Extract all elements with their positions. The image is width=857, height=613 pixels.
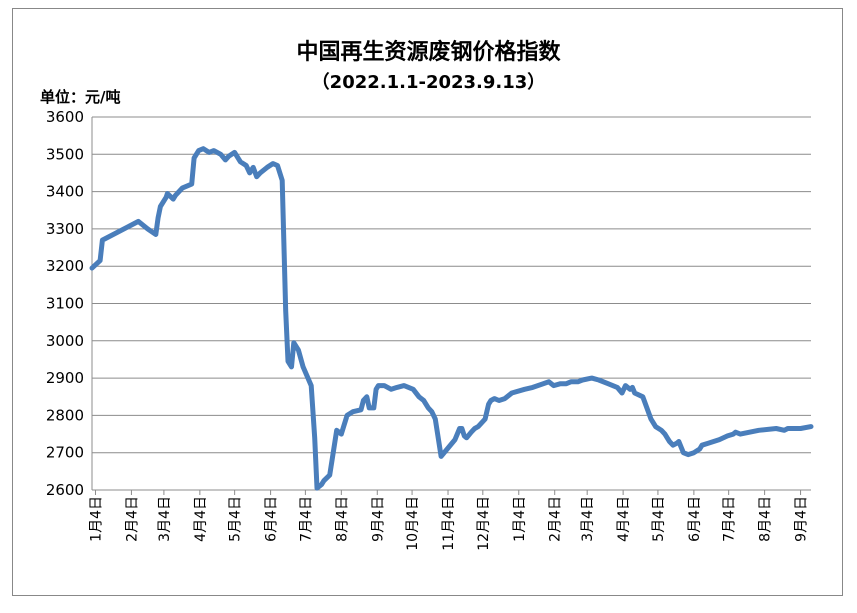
x-tick-label-19: 8月4日 bbox=[758, 496, 774, 542]
x-tick-label-2: 3月4日 bbox=[157, 496, 173, 542]
y-tick-label-7: 3300 bbox=[46, 220, 84, 238]
y-tick-label-9: 3500 bbox=[46, 145, 84, 163]
y-tick-label-4: 3000 bbox=[46, 332, 84, 350]
unit-label: 单位：元/吨 bbox=[40, 88, 121, 106]
x-tick-label-5: 6月4日 bbox=[264, 496, 280, 542]
x-tick-label-13: 2月4日 bbox=[548, 496, 564, 542]
x-tick-label-11: 12月4日 bbox=[476, 496, 492, 551]
x-tick-label-6: 7月4日 bbox=[298, 496, 314, 542]
chart-subtitle: （2022.1.1-2023.9.13） bbox=[311, 72, 546, 93]
x-tick-label-15: 4月4日 bbox=[616, 496, 632, 542]
y-tick-label-2: 2800 bbox=[46, 406, 84, 424]
x-tick-label-4: 5月4日 bbox=[228, 496, 244, 542]
x-tick-label-9: 10月4日 bbox=[405, 496, 421, 551]
x-tick-label-0: 1月4日 bbox=[88, 496, 104, 542]
x-tick-label-3: 4月4日 bbox=[193, 496, 209, 542]
y-tick-label-5: 3100 bbox=[46, 295, 84, 313]
x-tick-label-20: 9月4日 bbox=[794, 496, 810, 542]
x-tick-label-1: 2月4日 bbox=[124, 496, 140, 542]
y-tick-label-8: 3400 bbox=[46, 183, 84, 201]
x-tick-label-12: 1月4日 bbox=[512, 496, 528, 542]
y-tick-label-1: 2700 bbox=[46, 444, 84, 462]
x-tick-label-8: 9月4日 bbox=[370, 496, 386, 542]
x-tick-label-16: 5月4日 bbox=[651, 496, 667, 542]
x-tick-label-17: 6月4日 bbox=[687, 496, 703, 542]
y-tick-label-3: 2900 bbox=[46, 369, 84, 387]
x-tick-label-7: 8月4日 bbox=[334, 496, 350, 542]
x-tick-label-14: 3月4日 bbox=[580, 496, 596, 542]
x-tick-label-10: 11月4日 bbox=[441, 496, 457, 551]
x-tick-label-18: 7月4日 bbox=[722, 496, 738, 542]
y-tick-label-0: 2600 bbox=[46, 481, 84, 499]
y-tick-label-10: 3600 bbox=[46, 108, 84, 126]
chart-frame bbox=[12, 8, 843, 596]
y-tick-label-6: 3200 bbox=[46, 257, 84, 275]
series-line-0 bbox=[89, 146, 814, 491]
chart-title: 中国再生资源废钢价格指数 bbox=[296, 40, 561, 65]
